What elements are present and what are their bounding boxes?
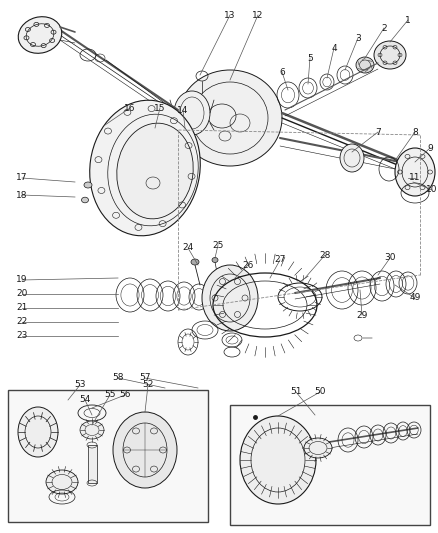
- Ellipse shape: [46, 470, 78, 494]
- Bar: [88, 445, 97, 483]
- Text: 29: 29: [356, 311, 367, 319]
- Ellipse shape: [80, 421, 104, 439]
- Text: 18: 18: [16, 190, 28, 199]
- Text: 19: 19: [16, 276, 28, 285]
- Text: 23: 23: [16, 332, 28, 341]
- Text: 27: 27: [274, 255, 285, 264]
- Ellipse shape: [191, 259, 198, 265]
- Text: 11: 11: [408, 174, 420, 182]
- Text: 26: 26: [242, 261, 253, 270]
- Ellipse shape: [18, 17, 62, 53]
- Text: 30: 30: [383, 254, 395, 262]
- Text: 9: 9: [426, 143, 432, 152]
- Ellipse shape: [303, 438, 331, 458]
- Text: 49: 49: [408, 294, 420, 303]
- Text: 6: 6: [279, 68, 284, 77]
- Text: 20: 20: [16, 289, 28, 298]
- Text: 14: 14: [177, 106, 188, 115]
- Ellipse shape: [339, 144, 363, 172]
- Text: 12: 12: [252, 11, 263, 20]
- Text: 25: 25: [212, 240, 223, 249]
- Ellipse shape: [81, 197, 88, 203]
- Text: 5: 5: [307, 53, 312, 62]
- Text: 50: 50: [314, 387, 325, 397]
- Text: 13: 13: [224, 11, 235, 20]
- Text: 16: 16: [124, 103, 135, 112]
- Text: 22: 22: [16, 318, 28, 327]
- Ellipse shape: [18, 407, 58, 457]
- Text: 10: 10: [425, 185, 437, 195]
- Ellipse shape: [89, 100, 200, 236]
- Text: 54: 54: [79, 395, 91, 405]
- Text: 2: 2: [380, 23, 386, 33]
- Ellipse shape: [173, 91, 209, 135]
- Text: 57: 57: [139, 374, 150, 383]
- Text: 56: 56: [119, 391, 131, 400]
- Text: 15: 15: [154, 103, 166, 112]
- Ellipse shape: [84, 182, 92, 188]
- Text: 3: 3: [354, 34, 360, 43]
- Text: 28: 28: [318, 251, 330, 260]
- Text: 1: 1: [404, 15, 410, 25]
- Text: 8: 8: [411, 127, 417, 136]
- Text: 24: 24: [182, 244, 193, 253]
- Text: 58: 58: [112, 374, 124, 383]
- Text: 4: 4: [330, 44, 336, 52]
- Ellipse shape: [394, 148, 434, 196]
- Text: 52: 52: [142, 381, 153, 390]
- Text: 21: 21: [16, 303, 28, 312]
- Ellipse shape: [117, 123, 193, 219]
- Ellipse shape: [212, 257, 218, 262]
- Ellipse shape: [177, 70, 281, 166]
- Ellipse shape: [201, 265, 258, 331]
- Text: 55: 55: [104, 391, 116, 400]
- Bar: [230, 405, 429, 525]
- Text: 53: 53: [74, 381, 85, 390]
- Bar: [8, 390, 208, 522]
- Ellipse shape: [373, 41, 405, 69]
- Ellipse shape: [113, 412, 177, 488]
- Text: 17: 17: [16, 174, 28, 182]
- Ellipse shape: [240, 416, 315, 504]
- Text: 51: 51: [290, 387, 301, 397]
- Text: 7: 7: [374, 127, 380, 136]
- Ellipse shape: [355, 57, 373, 73]
